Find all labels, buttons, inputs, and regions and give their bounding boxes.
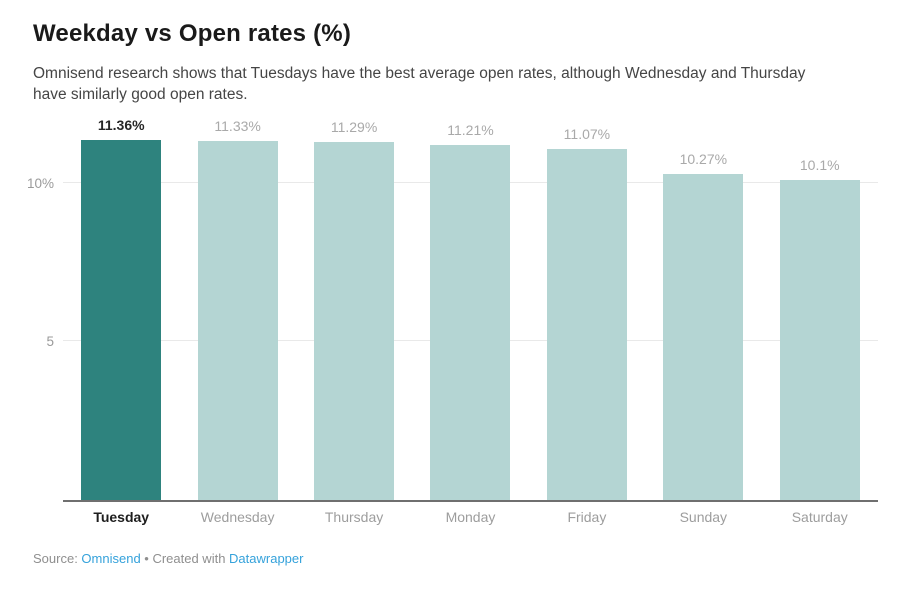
bars-container: 11.36% 11.33% 11.29% 11.21% 11.07% 10.27% 10.1… [63,110,878,500]
created-with-label: • Created with [140,551,230,566]
x-axis-label-tuesday: Tuesday [93,509,150,525]
bar-column-thursday: 11.29% [296,110,412,500]
source-label: Source: [33,551,82,566]
datawrapper-link[interactable]: Datawrapper [229,551,304,566]
chart-title: Weekday vs Open rates (%) [33,20,352,47]
x-axis-baseline [63,500,878,502]
chart-page: Weekday vs Open rates (%) Omnisend resea… [27,20,878,566]
x-axis-label-monday: Monday [445,509,496,525]
bar-chart: 11.36% 11.33% 11.29% 11.21% 11.07% 10.27% 10.1… [27,110,878,525]
x-axis-labels: Tuesday Wednesday Thursday Monday Friday Sund… [63,509,878,525]
bar-value-label: 10.1% [799,156,840,173]
x-axis-label-wednesday: Wednesday [200,509,275,525]
bar-column-wednesday: 11.33% [179,110,295,500]
bar-column-saturday: 10.1% [762,110,878,500]
attribution: Source: Omnisend • Created with Datawrap… [33,551,878,566]
bar-value-label: 10.27% [679,151,728,168]
bar-saturday [779,179,860,500]
x-axis-label-friday: Friday [567,509,607,525]
bar-tuesday [81,139,162,500]
plot-area: 11.36% 11.33% 11.29% 11.21% 11.07% 10.27% 10.1… [27,110,878,502]
chart-subtitle: Omnisend research shows that Tuesdays ha… [33,65,806,103]
bar-column-sunday: 10.27% [645,110,761,500]
source-link[interactable]: Omnisend [81,551,141,566]
bar-value-label: 11.07% [563,126,611,142]
bar-monday [430,144,511,500]
bar-value-label: 11.21% [447,121,494,138]
bar-column-tuesday: 11.36% [63,110,179,500]
bar-thursday [314,142,395,500]
bar-value-label: 11.36% [97,116,145,133]
y-tick-label: 10% [26,175,54,191]
bar-wednesday [197,140,278,500]
x-axis-label-sunday: Sunday [679,509,728,525]
bar-value-label: 11.33% [214,117,261,134]
bar-column-friday: 11.07% [529,110,645,500]
bar-friday [546,149,627,500]
bar-column-monday: 11.21% [412,110,528,500]
y-tick-label: 5 [46,334,54,350]
x-axis-label-saturday: Saturday [791,509,848,525]
bar-value-label: 11.29% [330,119,378,136]
x-axis-label-thursday: Thursday [324,509,384,525]
bar-sunday [663,174,744,500]
